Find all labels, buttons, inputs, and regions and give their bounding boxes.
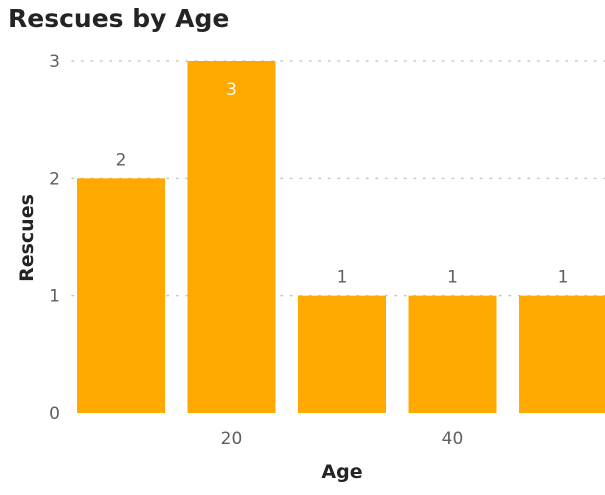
x-axis-title: Age [321, 461, 362, 483]
data-labels: 2 3 1 1 1 [116, 80, 569, 288]
chart-title: Rescues by Age [8, 4, 230, 33]
y-tick-label: 3 [49, 52, 60, 72]
y-tick-label: 2 [49, 169, 60, 189]
data-label-1: 2 [116, 150, 127, 170]
x-tick-label: 20 [221, 429, 243, 449]
y-tick-label: 0 [49, 404, 60, 424]
y-tick-label: 1 [49, 287, 60, 307]
data-label-2: 3 [226, 80, 237, 100]
x-axis-ticks: 20 40 [221, 429, 464, 449]
data-label-4: 1 [447, 268, 458, 288]
x-tick-label: 40 [442, 429, 464, 449]
bar-5 [519, 295, 605, 413]
bar-4 [408, 295, 497, 413]
bar-1 [77, 178, 165, 413]
bar-3 [298, 295, 386, 413]
bars [77, 61, 605, 413]
bar-2 [187, 61, 276, 413]
data-label-5: 1 [558, 268, 569, 288]
data-label-3: 1 [337, 268, 348, 288]
y-axis-title: Rescues [16, 194, 38, 282]
y-axis-ticks: 0 1 2 3 [49, 52, 60, 424]
